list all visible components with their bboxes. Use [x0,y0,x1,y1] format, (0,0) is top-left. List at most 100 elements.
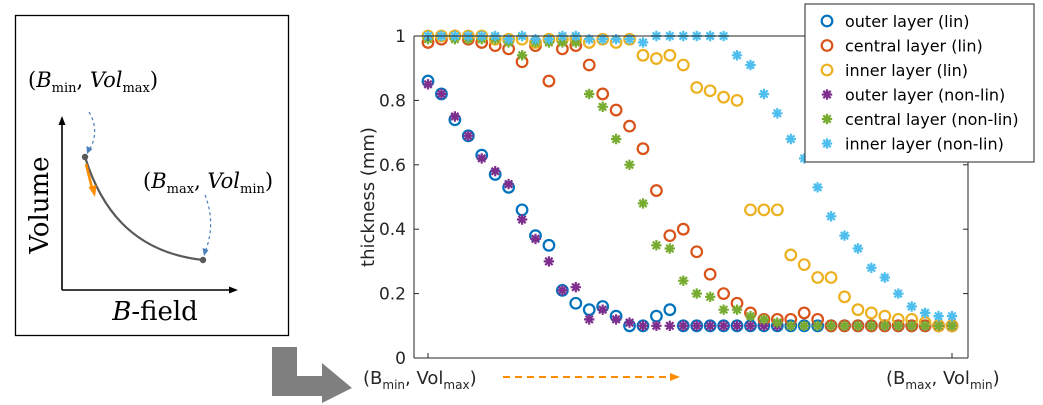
data-point [879,320,890,331]
inset-top-pointer [88,111,96,151]
inset-direction-arrowhead [88,185,97,197]
data-point [893,320,904,331]
data-point [906,320,917,331]
data-point [516,214,528,225]
inset-x-label: B-field [111,297,198,327]
data-point [879,272,890,283]
inset-curve-start-dot [81,153,89,161]
data-point [825,320,837,331]
inset-y-label: Volume [25,156,55,254]
data-point [772,108,783,119]
legend-marker [821,89,833,100]
data-point [745,310,756,322]
inset-x-axis-arrowhead [229,286,238,294]
inset-direction-arrow [84,163,94,191]
data-point [623,32,636,46]
data-point [663,229,677,243]
legend-marker [821,138,833,149]
data-point [624,159,635,170]
data-point [530,233,541,245]
legend-marker [820,14,834,28]
inset-curve [83,156,204,262]
data-point [757,203,771,217]
data-point [785,133,796,145]
data-point [717,90,730,104]
data-point [557,285,568,296]
data-point [919,307,931,319]
legend-label: outer layer (non-lin) [845,86,1005,105]
data-point [758,320,770,331]
y-tick-label: 0.8 [379,91,406,111]
data-point [839,320,850,331]
data-point [730,93,744,107]
data-point [703,84,717,98]
data-point [663,48,677,62]
data-point [422,79,434,90]
data-point [543,256,555,267]
data-point [596,32,610,46]
x-start-label: (Bmin, Volmax) [363,368,477,392]
data-point [678,275,689,286]
data-point [664,320,675,331]
legend-entry: central layer (lin) [820,37,983,56]
data-point [461,129,475,143]
data-point [435,87,448,101]
data-point [797,258,811,272]
inset-bottom-pointer-head [202,248,209,256]
data-point [838,290,851,304]
legend-entry: outer layer (lin) [820,12,969,31]
data-point [946,310,958,322]
data-point [839,230,850,241]
y-tick-label: 0.4 [379,220,406,240]
data-marks [421,29,959,333]
data-point [919,320,931,331]
data-point [691,320,702,331]
data-point [825,211,837,222]
data-point [866,262,877,273]
data-point [651,240,662,251]
x-end-label: (Bmax, Volmin) [886,368,1000,392]
data-point [596,87,610,101]
data-point [812,320,823,331]
data-point [811,271,825,284]
data-point [785,320,796,331]
data-point [636,319,650,333]
data-point [797,319,811,333]
data-point [490,166,501,177]
legend-entry: inner layer (non-lin) [821,135,1004,154]
data-point [717,319,730,333]
data-point [476,153,487,164]
data-point [933,310,944,322]
data-point [570,282,581,293]
x-direction-arrowhead [670,373,680,381]
data-point [569,296,583,310]
data-point [784,248,798,262]
legend-entry: outer layer (non-lin) [821,86,1005,105]
data-point [851,319,865,333]
transition-arrow-shape [272,347,352,403]
data-point [676,319,690,333]
legend-entry: inner layer (lin) [820,61,968,80]
inset-curve-end-dot [199,256,207,264]
data-point [436,88,447,100]
data-point [584,34,595,45]
data-point [623,119,636,133]
data-point [555,283,569,297]
data-point [852,320,864,331]
data-point [772,317,783,328]
data-point [664,243,675,254]
data-point [609,103,623,117]
data-point [610,34,622,45]
inset-schematic: (Bmin, Volmax) (Bmax, Volmin) Volume B-f… [14,14,290,337]
data-point [691,288,702,299]
data-point [690,319,704,333]
data-point [933,320,944,331]
data-point [824,319,838,333]
data-point [690,245,704,259]
data-point [570,37,581,48]
y-axis-label: thickness (mm) [358,127,379,267]
legend-marker [821,113,833,125]
y-tick-label: 0.2 [379,285,406,305]
legend-label: outer layer (lin) [845,12,969,31]
